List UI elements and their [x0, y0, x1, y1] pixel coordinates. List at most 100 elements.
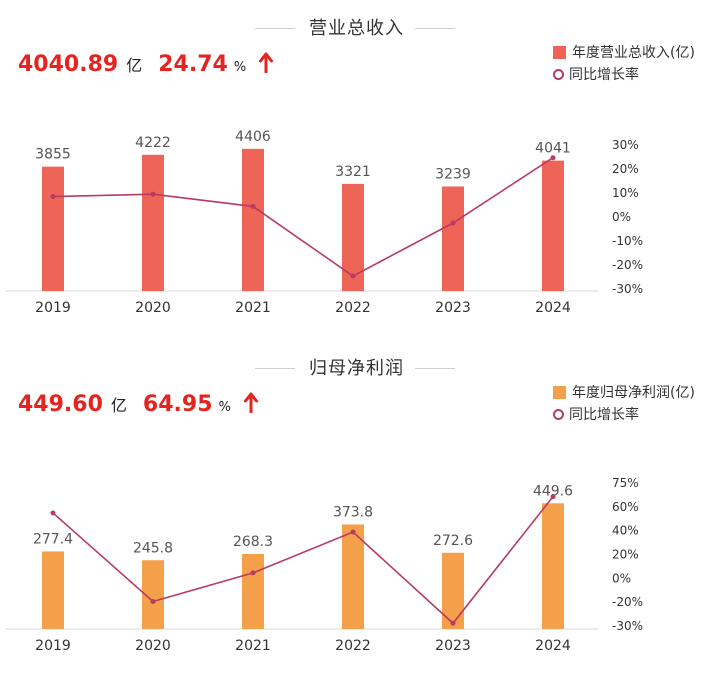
y-right-tick-label: 10% — [612, 186, 639, 200]
title-divider-right — [415, 28, 455, 29]
bar-data-label: 4222 — [135, 135, 171, 151]
headline-kpi: 4040.89 亿 24.74% — [18, 51, 274, 85]
title-divider-right — [415, 368, 455, 369]
chart-title-row: 营业总收入 — [0, 14, 713, 42]
bar — [342, 183, 364, 291]
bar-data-label: 277.4 — [33, 531, 73, 547]
legend-label-line: 同比增长率 — [569, 67, 639, 83]
headline-value: 4040.89 — [18, 52, 119, 77]
growth-rate-point — [450, 620, 456, 626]
headline-growth-unit: % — [233, 60, 247, 75]
x-tick-label: 2024 — [535, 638, 571, 654]
x-tick-label: 2020 — [135, 300, 171, 316]
legend-item-line: 同比增长率 — [553, 63, 695, 85]
up-arrow-icon — [259, 51, 274, 77]
revenue-chart-panel: 营业总收入 4040.89 亿 24.74% 年度营业总收入(亿) 同比增长率 30… — [0, 0, 713, 330]
chart-title: 营业总收入 — [309, 18, 404, 39]
bar-data-label: 373.8 — [333, 504, 373, 520]
bar-data-label: 4406 — [235, 129, 271, 145]
title-divider-left — [255, 368, 295, 369]
chart-legend: 年度营业总收入(亿) 同比增长率 — [553, 41, 695, 85]
headline-value-unit: 亿 — [110, 396, 127, 415]
headline-growth-unit: % — [218, 400, 231, 415]
growth-rate-point — [450, 220, 456, 226]
growth-rate-point — [50, 510, 56, 516]
growth-rate-point — [150, 598, 156, 604]
legend-item-bars: 年度归母净利润(亿) — [553, 381, 695, 403]
growth-rate-point — [250, 203, 256, 209]
title-divider-left — [255, 28, 295, 29]
legend-swatch-line — [553, 68, 564, 80]
bar-data-label: 3239 — [435, 166, 471, 182]
x-tick-label: 2024 — [535, 300, 571, 316]
profit-chart-plot: 75% 60% 40% 20% 0% -20% -30% 277.4 2019 245.8 2020… — [5, 476, 643, 654]
bar-data-label: 272.6 — [433, 533, 473, 549]
x-tick-label: 2021 — [235, 300, 271, 316]
up-arrow-icon — [243, 391, 258, 417]
y-right-tick-label: -20% — [612, 258, 643, 272]
legend-label-bar: 年度营业总收入(亿) — [572, 45, 695, 61]
headline-value-unit: 亿 — [126, 56, 143, 75]
legend-item-bars: 年度营业总收入(亿) — [553, 41, 695, 63]
legend-swatch-bar — [553, 45, 566, 59]
growth-rate-point — [350, 273, 356, 279]
growth-rate-point — [350, 529, 356, 535]
x-tick-label: 2020 — [135, 638, 171, 654]
profit-chart-panel: 归母净利润 449.60 亿 64.95% 年度归母净利润(亿) 同比增长率 75%… — [0, 340, 713, 677]
x-tick-label: 2019 — [35, 300, 71, 316]
x-tick-label: 2023 — [435, 638, 471, 654]
bar — [342, 524, 364, 629]
chart-title-row: 归母净利润 — [0, 354, 713, 382]
x-tick-label: 2022 — [335, 638, 371, 654]
y-right-tick-label: 20% — [612, 162, 639, 176]
y-right-tick-label: 0% — [612, 210, 631, 224]
bar — [442, 186, 464, 291]
chart-legend: 年度归母净利润(亿) 同比增长率 — [553, 381, 695, 425]
bar — [142, 154, 164, 291]
bar-data-label: 4041 — [535, 141, 571, 157]
bar — [142, 560, 164, 629]
growth-rate-point — [250, 570, 256, 576]
headline-growth: 64.95 — [142, 392, 213, 417]
x-tick-label: 2021 — [235, 638, 271, 654]
y-right-tick-label: -30% — [612, 619, 643, 633]
x-tick-label: 2019 — [35, 638, 71, 654]
y-right-tick-label: 75% — [612, 476, 639, 490]
legend-item-line: 同比增长率 — [553, 403, 695, 425]
revenue-chart-plot: 30% 20% 10% 0% -10% -20% -30% 3855 2019 4222 2020 4… — [5, 129, 643, 316]
y-right-tick-label: 0% — [612, 571, 631, 585]
y-right-tick-label: 30% — [612, 138, 639, 152]
chart-title: 归母净利润 — [309, 358, 404, 379]
x-tick-label: 2023 — [435, 300, 471, 316]
bar — [442, 552, 464, 629]
bar — [542, 160, 564, 291]
y-right-tick-label: -10% — [612, 234, 643, 248]
bar-data-label: 3321 — [335, 164, 371, 180]
headline-growth: 24.74 — [158, 52, 228, 77]
legend-swatch-line — [553, 408, 564, 420]
growth-rate-point — [550, 155, 556, 161]
growth-rate-point — [150, 191, 156, 197]
y-right-tick-label: 20% — [612, 548, 639, 562]
growth-rate-point — [550, 494, 556, 500]
bar — [542, 503, 564, 629]
x-tick-label: 2022 — [335, 300, 371, 316]
headline-kpi: 449.60 亿 64.95% — [18, 391, 258, 425]
bar — [242, 553, 264, 629]
bar — [242, 148, 264, 291]
growth-rate-line — [52, 157, 554, 277]
bar — [42, 166, 64, 291]
legend-label-line: 同比增长率 — [569, 407, 639, 423]
bar-data-label: 245.8 — [133, 540, 173, 556]
bar — [42, 551, 64, 629]
y-right-tick-label: -20% — [612, 595, 643, 609]
growth-rate-line — [52, 496, 554, 625]
legend-swatch-bar — [553, 385, 566, 399]
legend-label-bar: 年度归母净利润(亿) — [572, 385, 695, 401]
bar-data-label: 3855 — [35, 147, 71, 163]
bar-data-label: 268.3 — [233, 534, 273, 550]
growth-rate-point — [50, 194, 56, 200]
y-right-tick-label: -30% — [612, 282, 643, 296]
headline-value: 449.60 — [18, 392, 103, 417]
y-right-tick-label: 40% — [612, 524, 639, 538]
